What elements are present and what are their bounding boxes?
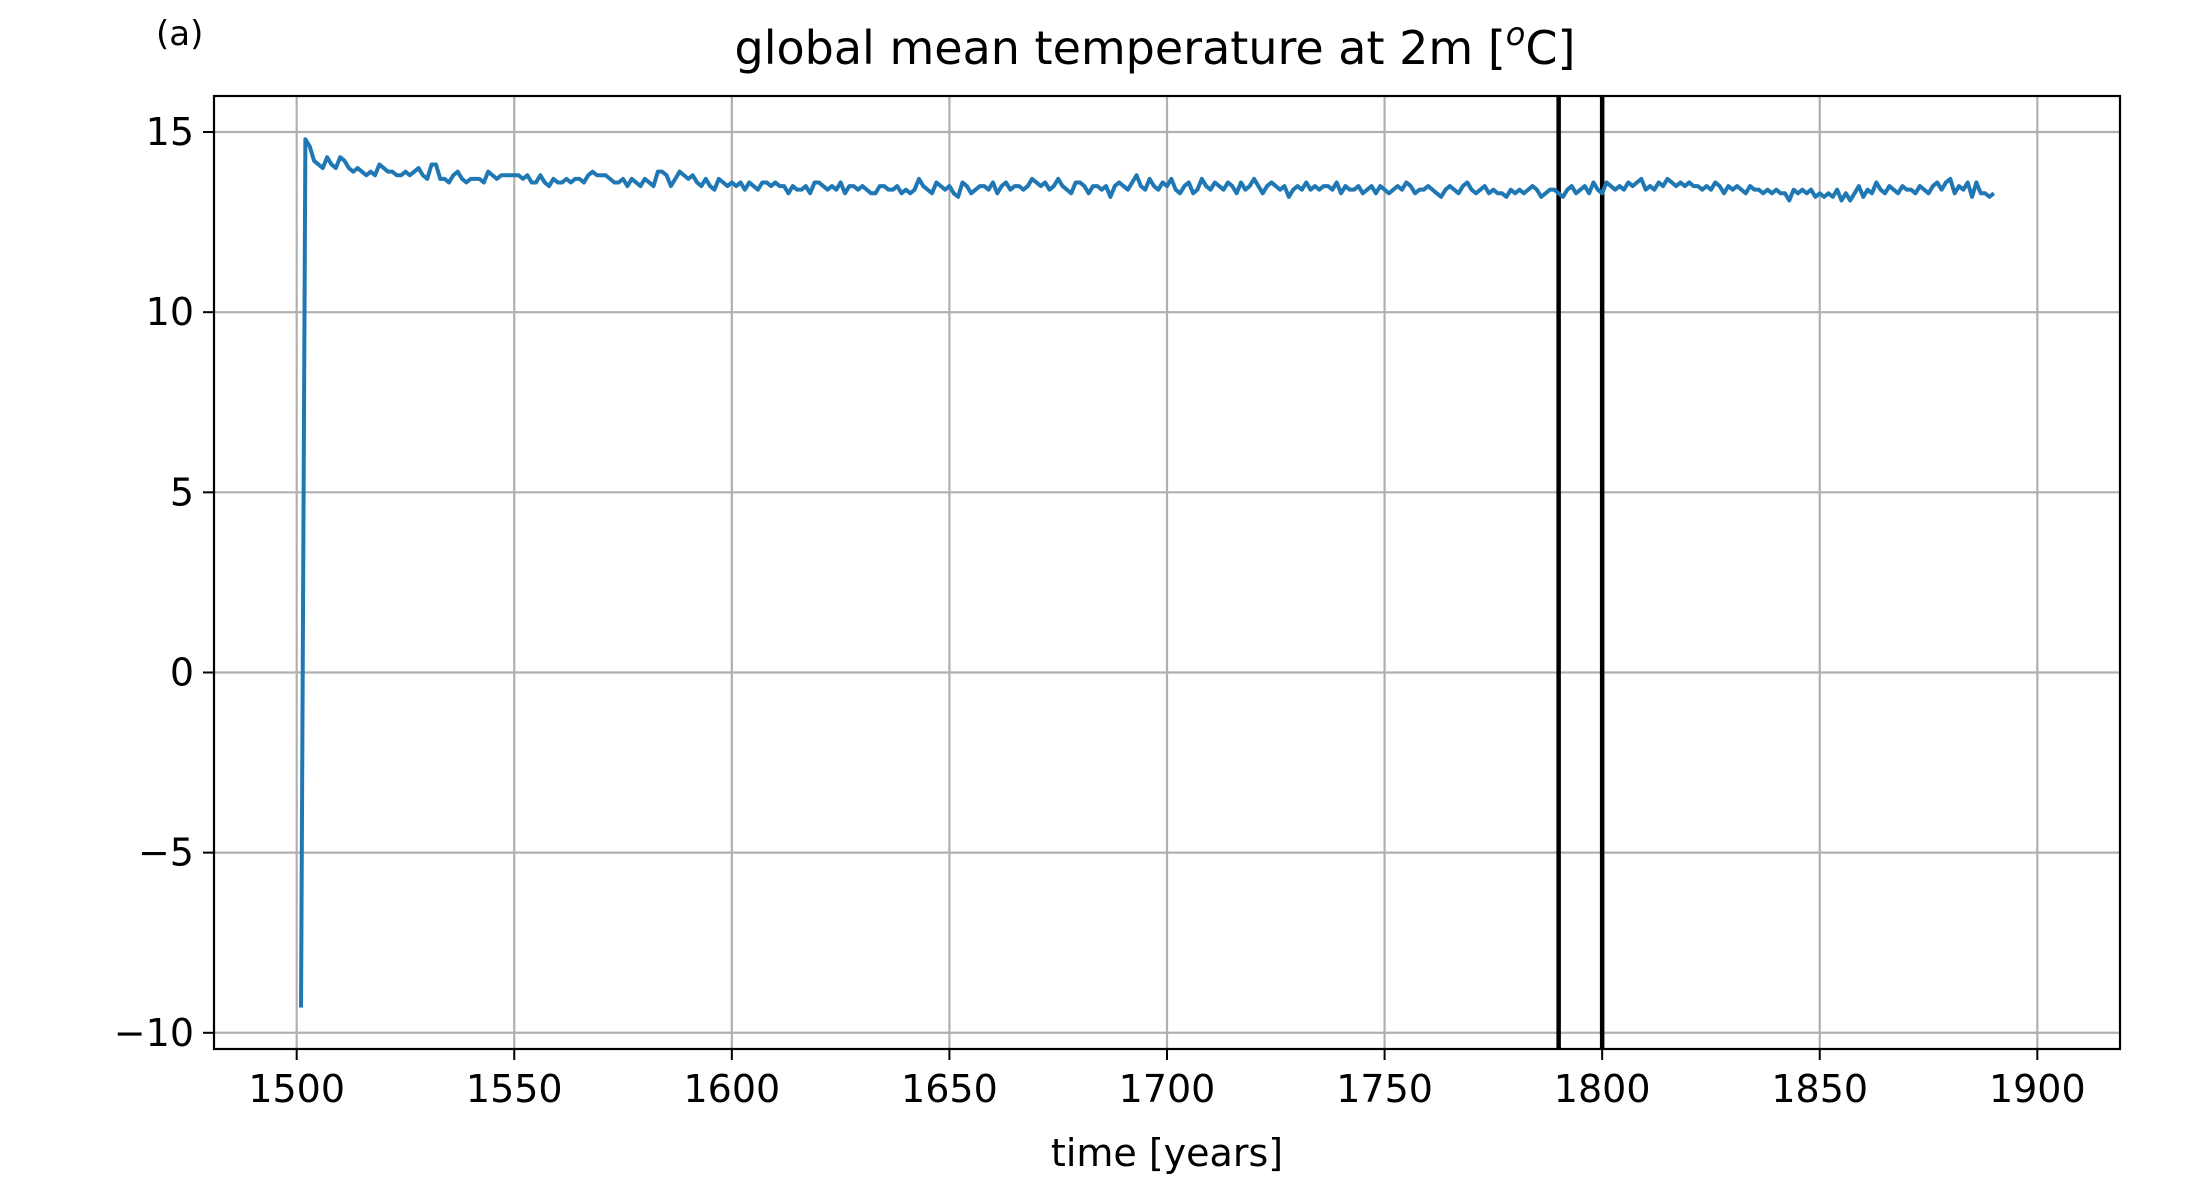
y-tick-label: 5 (170, 470, 194, 514)
temperature-series-line (299, 137, 1996, 1008)
y-tick-label: 10 (146, 290, 194, 334)
x-tick-label: 1500 (248, 1067, 345, 1111)
y-tick-label: −10 (114, 1011, 194, 1055)
x-tick-label: 1550 (466, 1067, 563, 1111)
x-tick-label: 1850 (1771, 1067, 1868, 1111)
y-axis-ticks: 15 10 5 0 −5 −10 (114, 110, 214, 1055)
x-tick-label: 1650 (901, 1067, 998, 1111)
x-tick-label: 1800 (1554, 1067, 1651, 1111)
x-axis-ticks: 1500 1550 1600 1650 1700 1750 1800 1850 1900 (248, 1049, 2086, 1111)
x-tick-label: 1900 (1989, 1067, 2086, 1111)
y-tick-label: 0 (170, 650, 194, 694)
chart-title-prefix: global mean temperature at 2m [ (735, 21, 1506, 75)
data-series (299, 137, 1996, 1008)
gridlines (214, 96, 2120, 1049)
x-tick-label: 1600 (683, 1067, 780, 1111)
x-axis-label: time [years] (1051, 1131, 1283, 1175)
x-tick-label: 1750 (1336, 1067, 1433, 1111)
x-tick-label: 1700 (1119, 1067, 1216, 1111)
chart-title-suffix: C] (1525, 21, 1575, 75)
chart-title-superscript: o (1506, 15, 1526, 53)
panel-label: (a) (156, 14, 203, 54)
y-tick-label: −5 (138, 831, 194, 875)
vertical-markers (1556, 96, 1605, 1049)
y-tick-label: 15 (146, 110, 194, 154)
chart-title: global mean temperature at 2m [oC] (735, 15, 1576, 75)
